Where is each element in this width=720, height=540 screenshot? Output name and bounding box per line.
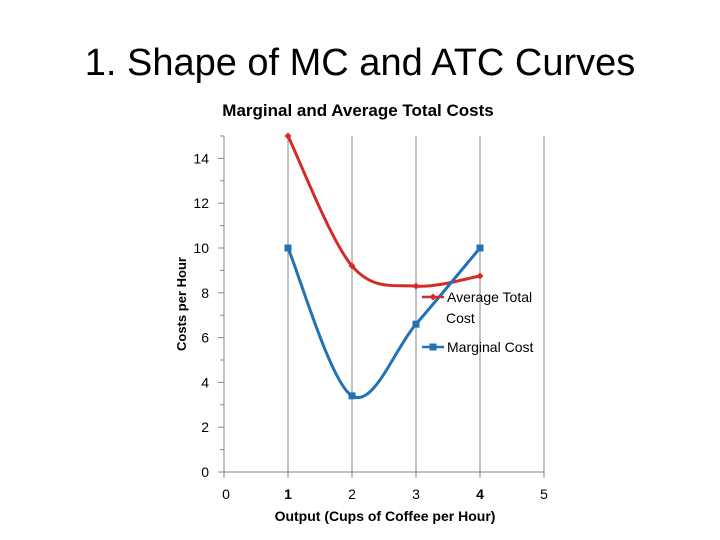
y-tick-label-0: 0 [201, 464, 209, 480]
legend: Average Total Cost Marginal Cost [422, 289, 533, 355]
average-total-cost-point-4 [476, 272, 484, 280]
marginal-cost-legend-marker [429, 343, 437, 351]
average-total-cost-line [286, 135, 481, 288]
grid-lines [287, 136, 545, 472]
marginal-cost-point-4 [476, 244, 484, 252]
y-tick-label-8: 8 [201, 285, 209, 301]
average-total-cost-point-3 [412, 282, 420, 290]
x-tick-label-3: 3 [412, 486, 420, 502]
average-total-cost-legend-label-1: Cost [446, 310, 475, 326]
x-tick-label-4: 4 [476, 486, 484, 502]
y-tick-label-14: 14 [193, 150, 209, 166]
y-tick-label-10: 10 [193, 240, 209, 256]
y-tick-label-6: 6 [201, 330, 209, 346]
average-total-cost-point-1 [284, 132, 292, 140]
marginal-cost-legend-label-0: Marginal Cost [447, 339, 533, 355]
y-tick-label-12: 12 [193, 195, 209, 211]
average-total-cost-point-2 [348, 262, 356, 270]
marginal-cost-point-3 [412, 320, 420, 328]
average-total-cost-legend-marker [429, 293, 437, 301]
x-tick-label-5: 5 [540, 486, 548, 502]
x-tick-label-1: 1 [284, 486, 292, 502]
marginal-cost-point-1 [284, 244, 292, 252]
x-tick-label-2: 2 [348, 486, 356, 502]
y-tick-label-2: 2 [201, 419, 209, 435]
average-total-cost-legend-label-0: Average Total [447, 289, 532, 305]
marginal-cost-line [286, 247, 482, 400]
slide-title: 1. Shape of MC and ATC Curves [84, 42, 636, 84]
series [284, 132, 484, 400]
marginal-cost-point-2 [348, 392, 356, 400]
x-axis-label: Output (Cups of Coffee per Hour) [275, 508, 496, 524]
y-axis-label: Costs per Hour [174, 257, 189, 351]
x-tick-label-0: 0 [222, 486, 230, 502]
y-tick-label-4: 4 [201, 374, 209, 390]
chart-title: Marginal and Average Total Costs [222, 101, 493, 120]
